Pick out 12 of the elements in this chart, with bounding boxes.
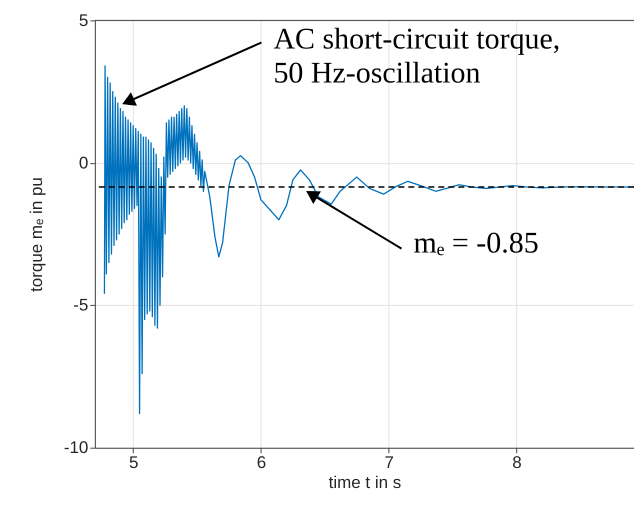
x-tick-label: 8 xyxy=(512,453,522,472)
annotation: mₑ = -0.85 xyxy=(413,226,539,260)
y-tick-label: -5 xyxy=(73,296,88,315)
x-axis-title: time t in s xyxy=(328,473,402,492)
x-tick-label: 7 xyxy=(384,453,394,472)
y-tick-label: -10 xyxy=(64,438,88,458)
y-tick-label: 0 xyxy=(78,153,88,172)
x-tick-label: 5 xyxy=(128,453,138,472)
y-tick-label: 5 xyxy=(78,10,88,30)
annotation: AC short-circuit torque, 50 Hz-oscillation xyxy=(273,22,560,90)
x-tick-label: 6 xyxy=(256,453,266,472)
y-axis-title: torque mₑ in pu xyxy=(26,177,46,292)
